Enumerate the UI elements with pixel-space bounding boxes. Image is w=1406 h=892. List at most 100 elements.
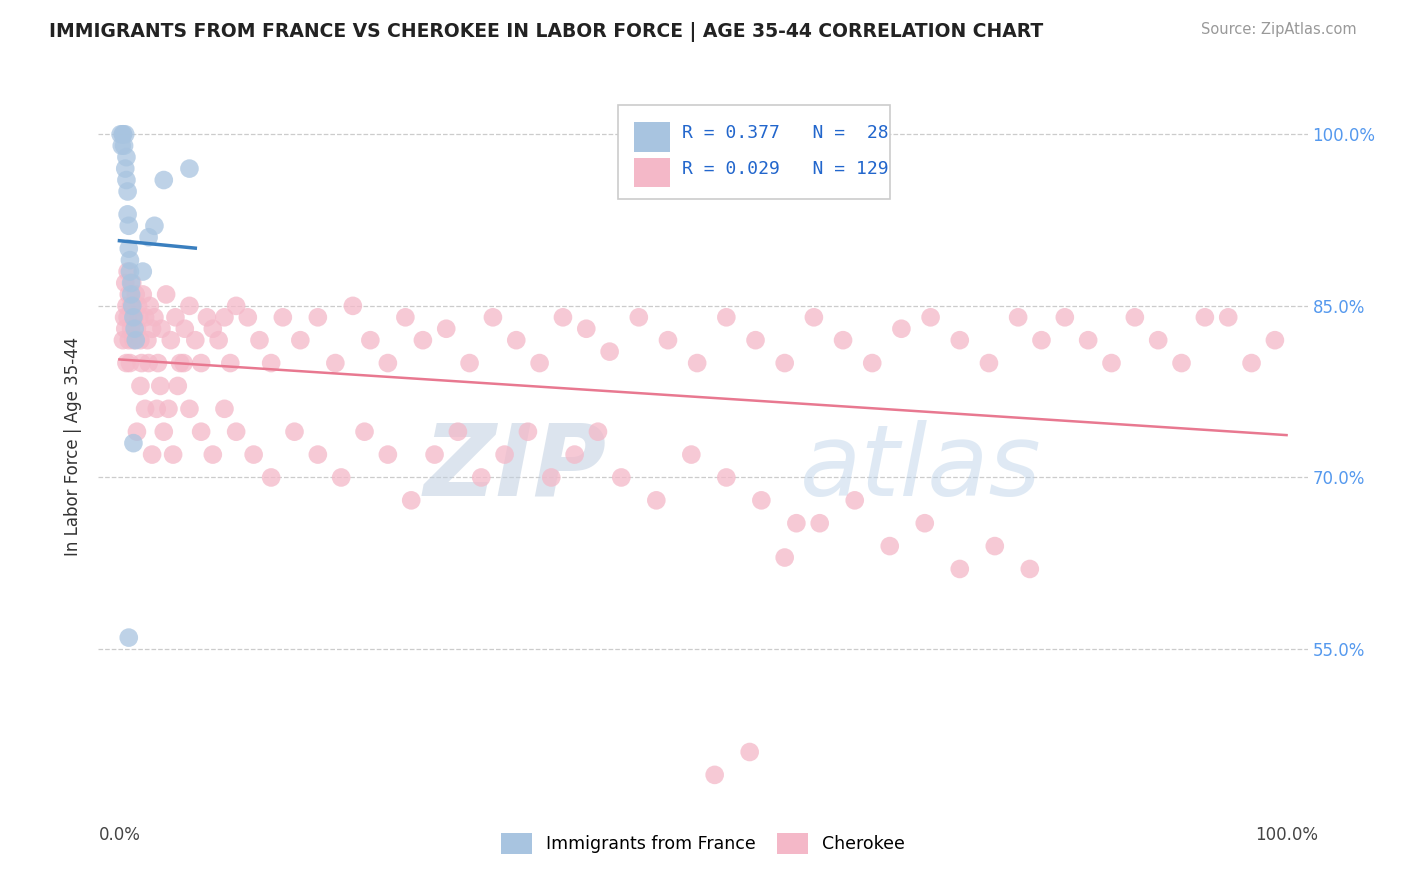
Point (832, 333, 855, 347)
Point (307, 310, 329, 325)
Point (152, 173, 174, 187)
Point (353, 425, 375, 439)
Point (125, 287, 148, 301)
Point (505, 333, 527, 347)
Point (120, 299, 142, 313)
Point (136, 333, 159, 347)
Point (179, 299, 201, 313)
Point (143, 310, 166, 325)
Point (139, 299, 162, 313)
Point (290, 333, 312, 347)
Point (977, 356, 1000, 370)
Point (112, 310, 135, 325)
Point (162, 448, 184, 462)
Point (773, 550, 796, 565)
Point (132, 264, 155, 278)
Point (1101, 356, 1123, 370)
Point (325, 356, 347, 370)
Point (118, 631, 141, 645)
Point (115, 356, 138, 370)
Point (1123, 310, 1146, 325)
Point (201, 322, 224, 336)
Point (645, 493, 668, 508)
Point (129, 379, 152, 393)
Point (201, 448, 224, 462)
Point (118, 287, 141, 301)
Point (190, 425, 212, 439)
Point (984, 539, 1007, 553)
Point (129, 333, 152, 347)
Point (412, 333, 434, 347)
Point (342, 299, 364, 313)
Point (146, 401, 169, 416)
Point (249, 333, 271, 347)
Point (114, 276, 136, 290)
Point (128, 310, 150, 325)
Point (124, 310, 146, 325)
Point (208, 333, 231, 347)
Point (157, 401, 180, 416)
Point (1053, 310, 1076, 325)
Point (494, 448, 516, 462)
Point (121, 299, 143, 313)
Point (260, 356, 283, 370)
Point (110, 128, 132, 142)
Point (124, 322, 146, 336)
Point (516, 425, 538, 439)
Point (1240, 356, 1263, 370)
Point (173, 356, 195, 370)
Point (564, 448, 586, 462)
Point (132, 287, 155, 301)
Point (138, 230, 160, 244)
Point (125, 322, 148, 336)
Point (115, 173, 138, 187)
Point (118, 333, 141, 347)
Point (1194, 310, 1216, 325)
Point (117, 185, 139, 199)
Point (118, 253, 141, 268)
Point (111, 128, 134, 142)
Point (949, 333, 972, 347)
Point (773, 356, 796, 370)
Point (1170, 356, 1192, 370)
Point (146, 356, 169, 370)
Point (529, 356, 551, 370)
Point (179, 161, 201, 176)
Point (152, 425, 174, 439)
Point (114, 161, 136, 176)
Point (920, 310, 942, 325)
Point (271, 310, 294, 325)
Point (214, 401, 236, 416)
Text: ZIP: ZIP (423, 420, 606, 517)
Point (149, 379, 172, 393)
Point (716, 310, 738, 325)
Point (111, 128, 134, 142)
Point (141, 322, 163, 336)
Point (1264, 333, 1286, 347)
Point (1218, 310, 1240, 325)
Point (122, 333, 145, 347)
Point (657, 333, 679, 347)
Point (138, 356, 160, 370)
Point (575, 322, 598, 336)
Point (399, 493, 422, 508)
Text: atlas: atlas (800, 420, 1042, 517)
Point (117, 310, 139, 325)
Point (190, 356, 212, 370)
Text: Source: ZipAtlas.com: Source: ZipAtlas.com (1201, 22, 1357, 37)
Point (1007, 310, 1029, 325)
Point (115, 299, 138, 313)
Point (118, 242, 141, 256)
Point (118, 264, 141, 278)
Point (120, 287, 142, 301)
Point (482, 310, 505, 325)
Point (114, 128, 136, 142)
Point (540, 470, 562, 484)
Point (134, 310, 156, 325)
Point (377, 448, 399, 462)
Point (115, 150, 138, 164)
Point (121, 276, 143, 290)
Point (394, 310, 416, 325)
Point (225, 425, 247, 439)
Point (120, 276, 142, 290)
